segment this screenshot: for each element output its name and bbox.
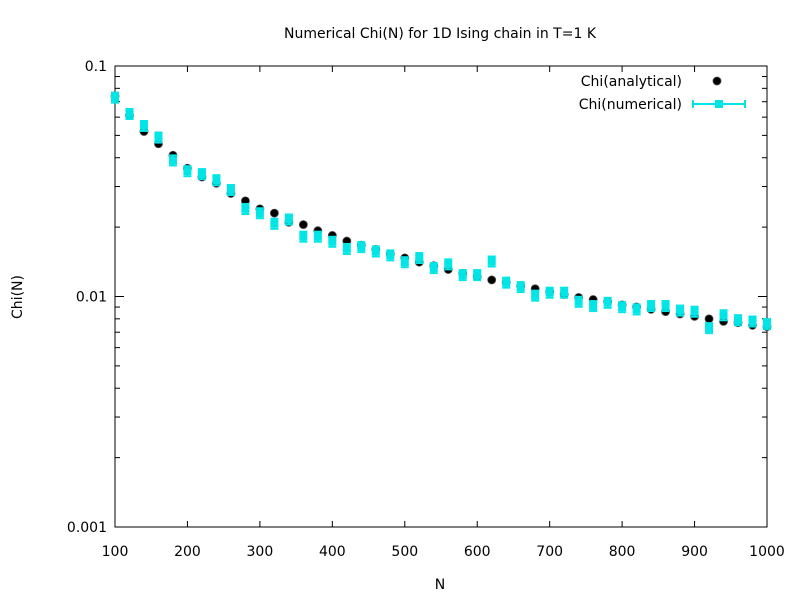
legend-marker-analytical: [712, 76, 722, 86]
legend: Chi(analytical) Chi(numerical): [579, 74, 746, 113]
series-numerical: [111, 91, 771, 335]
legend-label-analytical: Chi(analytical): [581, 74, 682, 90]
data-point-numerical: [342, 242, 351, 255]
data-point-numerical: [690, 305, 699, 318]
data-point-numerical: [357, 241, 366, 254]
data-point-numerical: [719, 309, 728, 322]
data-point-numerical: [661, 300, 670, 313]
data-point-numerical: [574, 295, 583, 308]
data-point-numerical: [545, 286, 554, 299]
data-point-analytical: [487, 275, 497, 285]
chart-title: Numerical Chi(N) for 1D Ising chain in T…: [284, 26, 597, 42]
data-point-numerical: [589, 300, 598, 313]
data-point-numerical: [415, 252, 424, 265]
data-point-analytical: [269, 208, 279, 218]
data-point-numerical: [531, 289, 540, 302]
x-tick-label: 300: [247, 544, 274, 560]
data-point-numerical: [473, 269, 482, 282]
series-analytical: [110, 91, 772, 332]
x-axis-title: N: [435, 577, 445, 593]
data-point-numerical: [734, 314, 743, 327]
data-point-numerical: [313, 230, 322, 243]
legend-numerical-glyph: [692, 100, 746, 108]
y-axis-title: Chi(N): [10, 275, 26, 319]
plot-border: [114, 65, 768, 528]
data-point-numerical: [618, 301, 627, 314]
data-point-numerical: [560, 286, 569, 299]
data-point-numerical: [270, 217, 279, 230]
data-point-numerical: [125, 107, 134, 120]
legend-marker-numerical: [692, 100, 746, 108]
data-point-numerical: [632, 303, 641, 316]
data-point-numerical: [183, 165, 192, 178]
data-point-numerical: [226, 184, 235, 197]
data-point-numerical: [371, 245, 380, 258]
data-point-numerical: [458, 269, 467, 282]
data-point-numerical: [603, 296, 612, 309]
x-tick-label: 100: [102, 544, 129, 560]
data-point-numerical: [241, 202, 250, 215]
data-point-numerical: [154, 131, 163, 144]
data-point-numerical: [647, 300, 656, 313]
y-tick-label: 0.001: [67, 520, 107, 536]
x-tick-label: 500: [391, 544, 418, 560]
data-point-analytical: [704, 314, 714, 324]
series-layer: [110, 91, 772, 335]
plot-frame: [114, 65, 768, 528]
data-point-numerical: [705, 322, 714, 335]
data-point-numerical: [299, 230, 308, 243]
data-point-numerical: [168, 154, 177, 167]
data-point-analytical: [298, 220, 308, 230]
x-axis-ticks: 100 200 300 400 500 600 700 800 900 1000: [102, 66, 785, 560]
data-point-numerical: [197, 168, 206, 181]
x-tick-label: 700: [536, 544, 563, 560]
data-point-numerical: [111, 91, 119, 104]
y-tick-label: 0.1: [85, 59, 107, 75]
x-tick-label: 200: [174, 544, 201, 560]
data-point-numerical: [386, 249, 395, 262]
data-point-numerical: [139, 119, 148, 132]
data-point-numerical: [502, 276, 511, 289]
data-point-numerical: [328, 235, 337, 248]
data-point-numerical: [284, 213, 293, 226]
data-point-numerical: [676, 304, 685, 317]
x-tick-label: 400: [319, 544, 346, 560]
data-point-numerical: [763, 318, 771, 331]
x-tick-label: 1000: [749, 544, 785, 560]
data-point-numerical: [516, 281, 525, 294]
data-point-numerical: [748, 315, 757, 328]
legend-label-numerical: Chi(numerical): [579, 97, 682, 113]
x-tick-label: 900: [681, 544, 708, 560]
x-tick-label: 600: [464, 544, 491, 560]
y-axis-ticks: 0.001 0.01 0.1: [67, 59, 767, 536]
data-point-numerical: [487, 255, 496, 268]
y-tick-label: 0.01: [76, 290, 107, 306]
data-point-numerical: [255, 207, 264, 220]
data-point-numerical: [400, 256, 409, 269]
data-point-numerical: [212, 174, 221, 187]
data-point-numerical: [444, 258, 453, 271]
data-point-numerical: [429, 262, 438, 275]
x-tick-label: 800: [609, 544, 636, 560]
data-point-analytical: [712, 76, 722, 86]
